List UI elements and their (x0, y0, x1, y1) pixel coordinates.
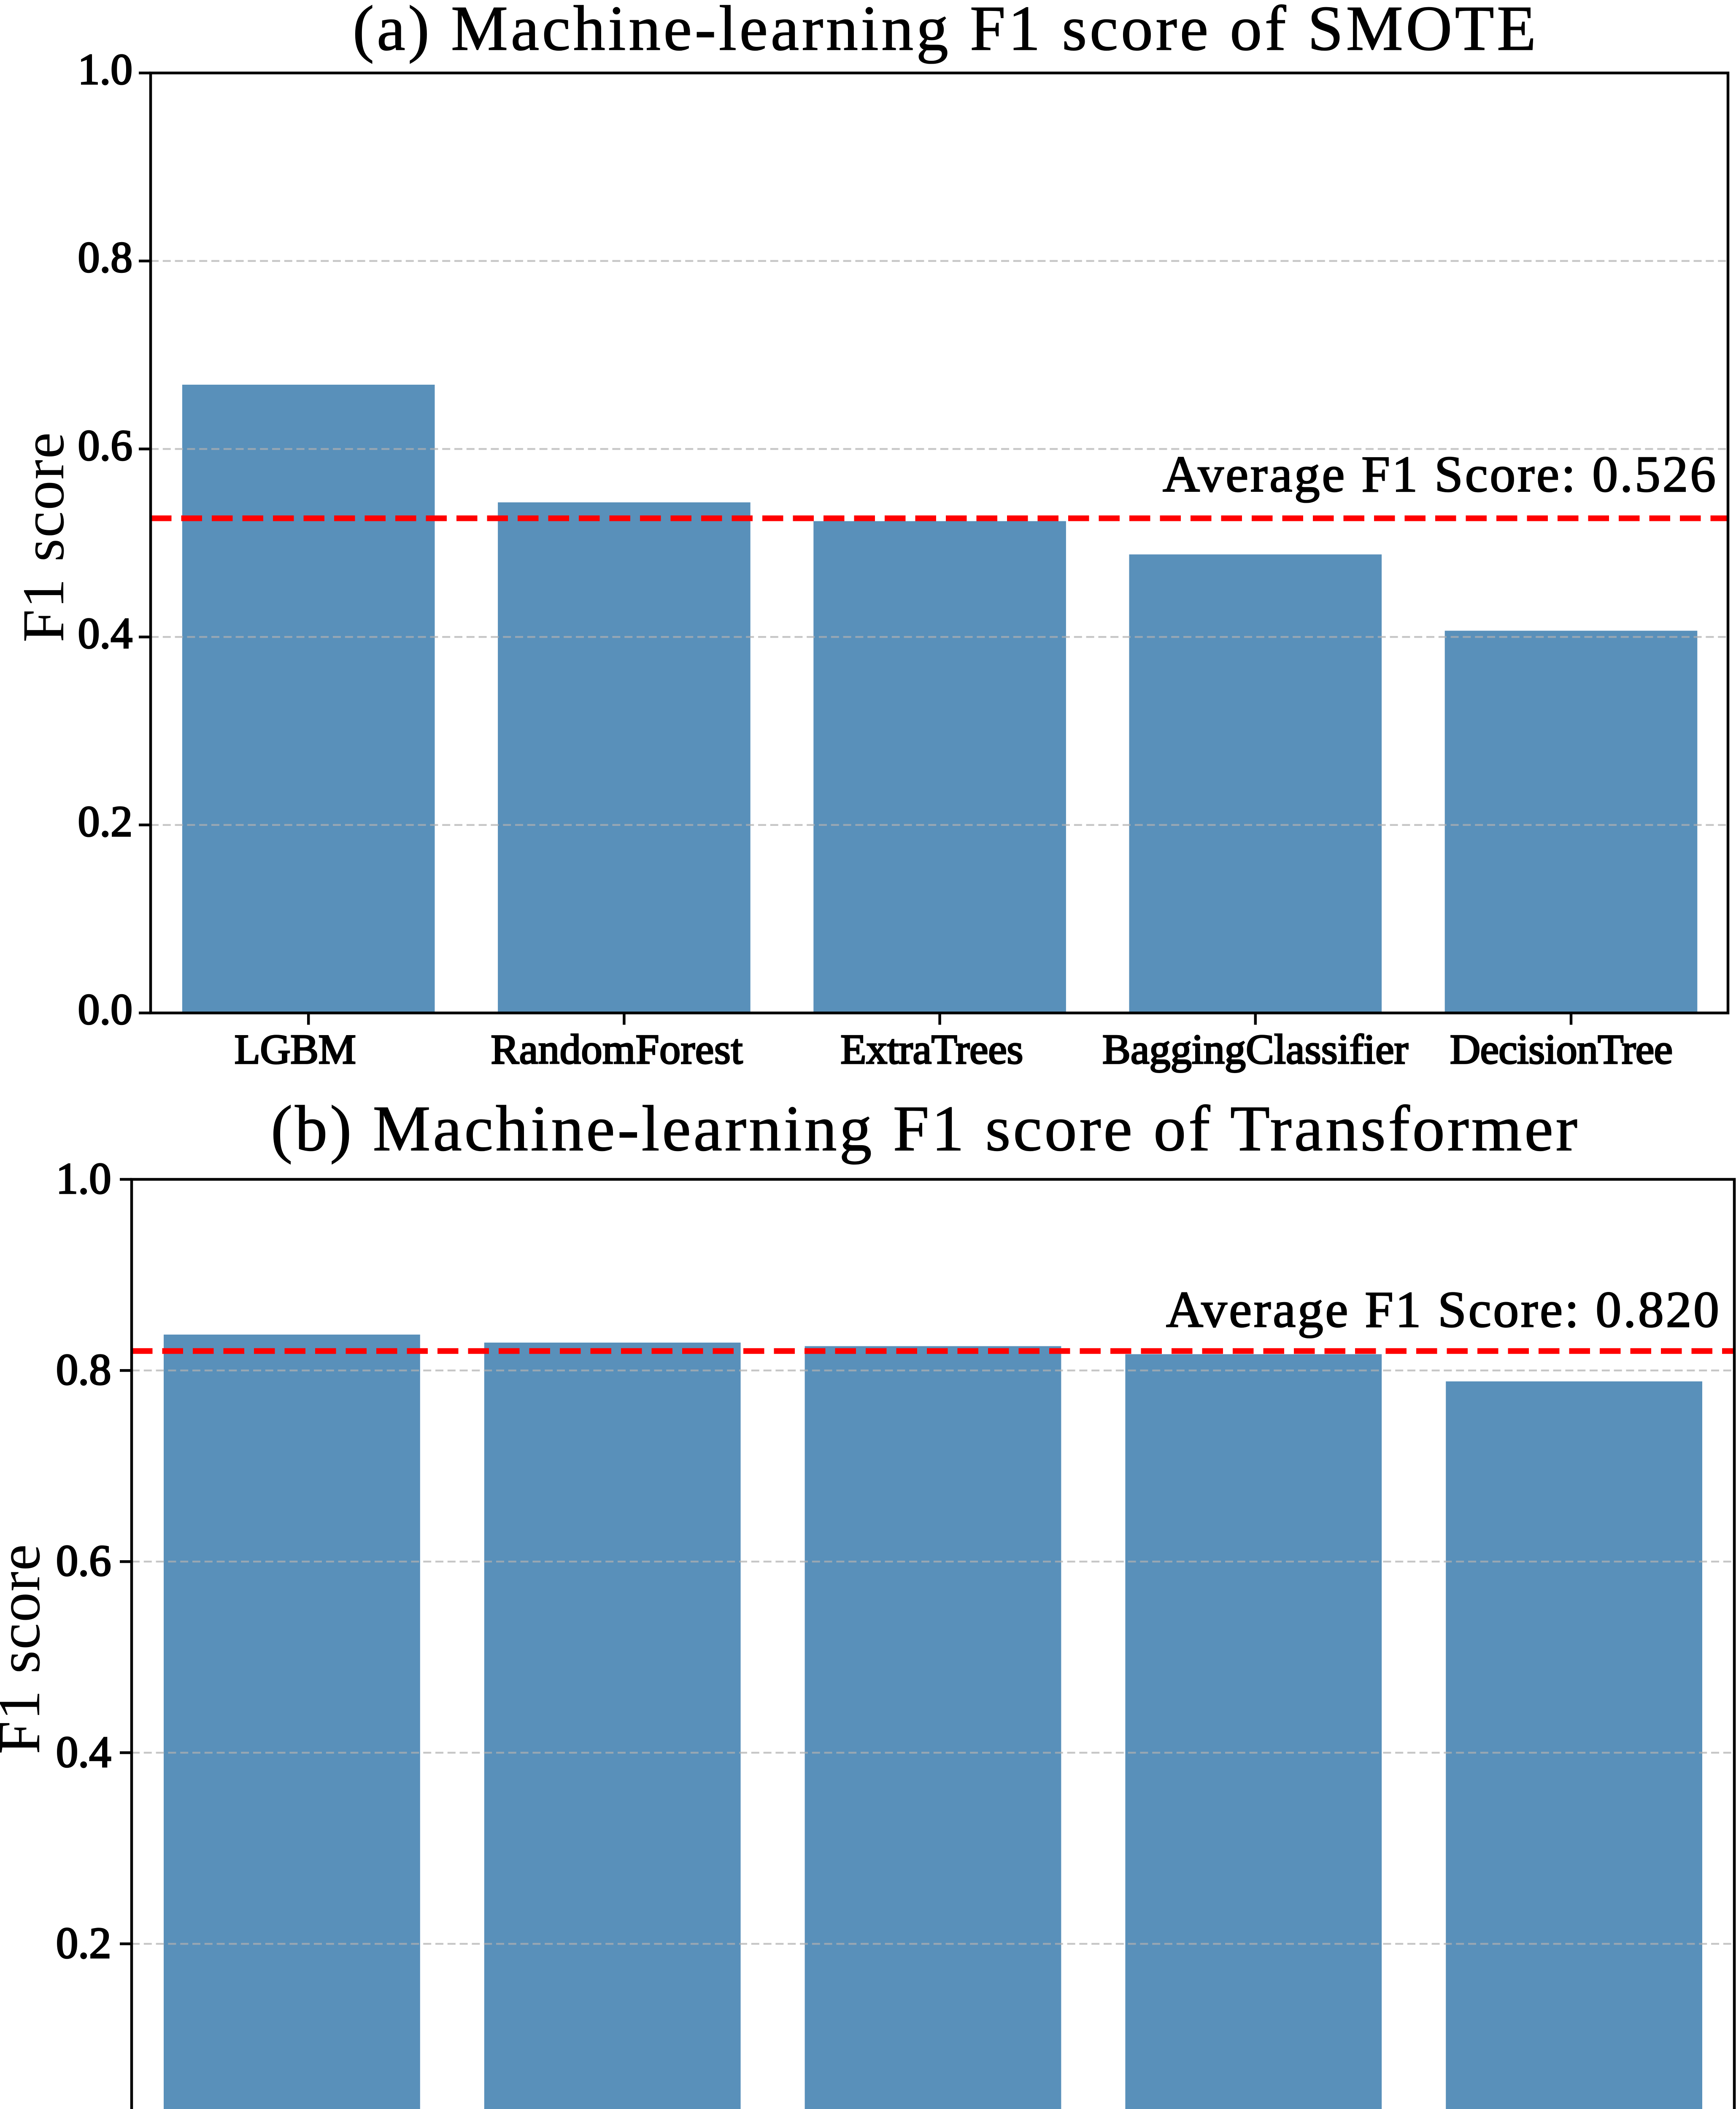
svg-text:BaggingClassifier: BaggingClassifier (1102, 1026, 1408, 1073)
svg-text:0.6: 0.6 (78, 421, 132, 469)
svg-text:RandomForest: RandomForest (491, 1026, 743, 1073)
svg-text:F1 score: F1 score (0, 1544, 52, 1754)
svg-text:ExtraTrees: ExtraTrees (840, 1026, 1023, 1073)
svg-text:F1 score: F1 score (11, 432, 76, 642)
svg-text:0.6: 0.6 (56, 1536, 111, 1585)
svg-text:(a) Machine-learning F1 score: (a) Machine-learning F1 score of SMOTE (353, 0, 1536, 64)
svg-text:(b) Machine-learning F1 score: (b) Machine-learning F1 score of Transfo… (271, 1093, 1577, 1165)
svg-text:1.0: 1.0 (78, 46, 132, 94)
svg-text:0.8: 0.8 (56, 1345, 111, 1394)
svg-text:Average F1 Score: 0.526: Average F1 Score: 0.526 (1163, 446, 1716, 503)
svg-text:0.2: 0.2 (78, 798, 132, 846)
svg-text:DecisionTree: DecisionTree (1450, 1026, 1673, 1073)
svg-text:1.0: 1.0 (56, 1154, 111, 1203)
svg-text:0.0: 0.0 (78, 986, 132, 1034)
svg-text:0.4: 0.4 (78, 610, 132, 658)
svg-text:LGBM: LGBM (235, 1026, 356, 1073)
svg-text:0.8: 0.8 (78, 234, 132, 282)
svg-text:Average F1 Score: 0.820: Average F1 Score: 0.820 (1166, 1281, 1719, 1338)
svg-text:0.4: 0.4 (56, 1727, 111, 1776)
svg-text:0.2: 0.2 (56, 1918, 111, 1967)
